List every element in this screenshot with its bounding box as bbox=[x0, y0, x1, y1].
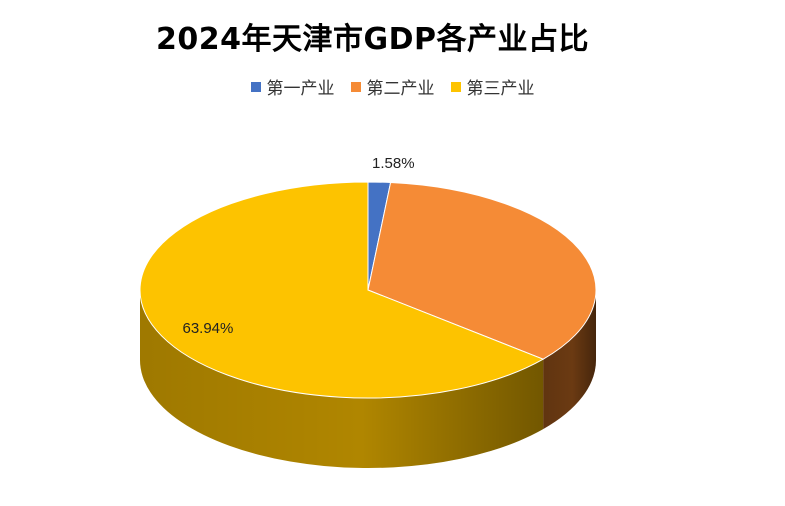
pie-sides bbox=[140, 290, 596, 468]
legend-swatch-secondary bbox=[350, 81, 361, 92]
legend: 第一产业 第二产业 第三产业 bbox=[0, 74, 785, 99]
data-label-tertiary: 63.94% bbox=[182, 320, 233, 337]
legend-item-primary: 第一产业 bbox=[250, 74, 335, 99]
data-label-primary: 1.58% bbox=[372, 155, 415, 172]
pie-side-shade-tertiary bbox=[140, 290, 544, 468]
legend-swatch-tertiary bbox=[450, 81, 461, 92]
legend-item-tertiary: 第三产业 bbox=[450, 74, 535, 99]
pie-side-shade-secondary bbox=[543, 290, 596, 430]
legend-label-secondary: 第二产业 bbox=[366, 79, 435, 99]
pie-slice-secondary bbox=[367, 182, 597, 360]
data-labels: 1.58% 63.94% bbox=[182, 155, 414, 337]
legend-label-primary: 第一产业 bbox=[266, 79, 335, 99]
legend-label-tertiary: 第三产业 bbox=[466, 79, 535, 99]
pie-slice-tertiary bbox=[139, 181, 545, 399]
chart-title: 2024年天津市GDP各产业占比 bbox=[155, 22, 589, 57]
legend-swatch-primary bbox=[250, 81, 261, 92]
pie-slices bbox=[139, 181, 597, 399]
legend-item-secondary: 第二产业 bbox=[350, 74, 435, 99]
